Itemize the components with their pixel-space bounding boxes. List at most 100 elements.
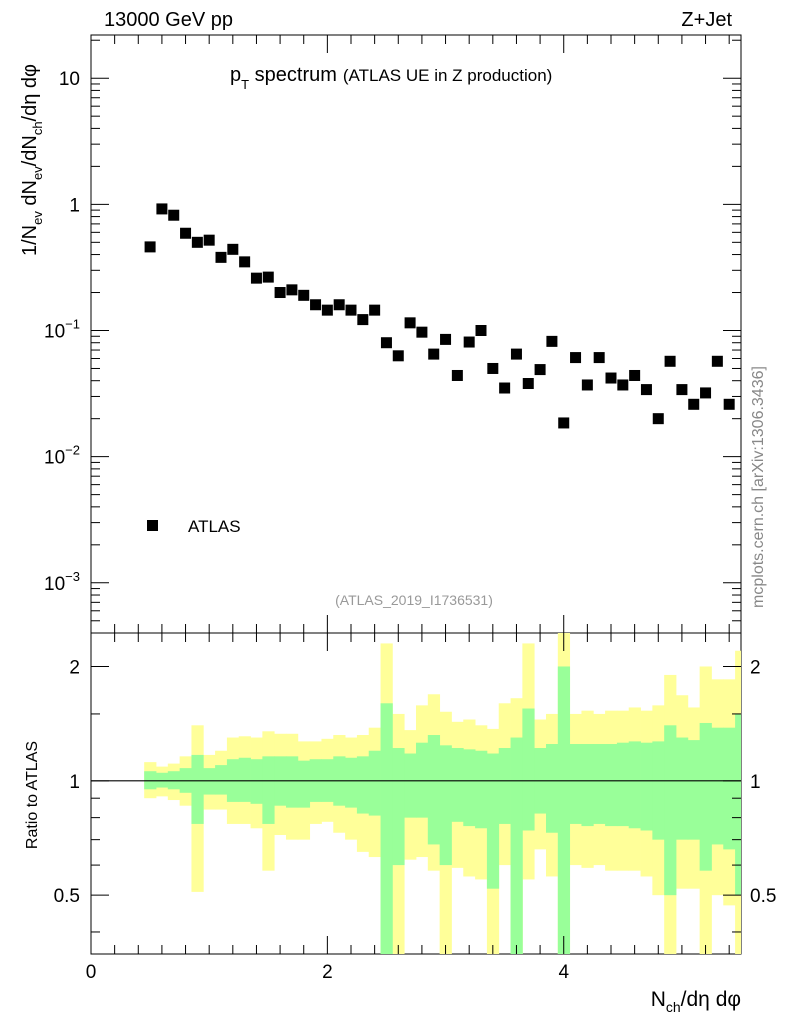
data-point (321, 304, 333, 316)
ratio-band-inner (664, 725, 677, 896)
data-point (310, 299, 322, 311)
data-point (156, 203, 168, 215)
data-point (274, 287, 286, 299)
process-label: Z+Jet (681, 9, 732, 31)
ratio-band-inner (687, 740, 701, 840)
ratio-band-inner (191, 754, 204, 824)
ratio-band-inner (593, 744, 606, 824)
ratio-band-inner (404, 753, 417, 818)
ratio-band-inner (510, 737, 523, 954)
data-point (570, 352, 582, 364)
data-point (191, 236, 203, 248)
data-point (487, 362, 499, 374)
y-main-axis-label: 1/Nev dNev/dNch/dη dφ (19, 64, 45, 256)
ratio-band-inner (711, 727, 724, 845)
data-point (463, 336, 475, 348)
ratio-band-inner (156, 772, 169, 788)
ratio-band-inner (345, 757, 358, 808)
ratio-band-inner (581, 744, 594, 827)
y-ratio-axis-label: Ratio to ATLAS (24, 741, 41, 849)
ratio-tick-label-left-0.5: 0.5 (54, 886, 80, 907)
x-tick-labels: 0 2 4 (86, 962, 570, 983)
ratio-band-inner (215, 765, 228, 795)
main-y-tick-labels: 10−3 10−2 10−1 1 10 (44, 69, 80, 595)
ratio-band-inner (262, 756, 275, 824)
data-point (215, 251, 227, 263)
data-point (168, 209, 180, 221)
y-tick-exp: −3 (65, 569, 80, 584)
ratio-band-inner (640, 742, 653, 831)
data-point (475, 325, 487, 336)
ratio-band-inner (569, 744, 582, 824)
title-note: (ATLAS UE in Z production) (343, 66, 552, 85)
y-tick-exp: −2 (65, 443, 80, 458)
data-point (239, 256, 251, 268)
ratio-band-inner (286, 756, 299, 808)
data-point (298, 289, 310, 301)
y-tick-base: 10 (44, 321, 65, 342)
ratio-tick-label-right-0.5: 0.5 (750, 886, 776, 907)
x-tick-label-0: 0 (86, 962, 97, 983)
data-point (180, 227, 192, 239)
y-tick-label-1: 1 (69, 195, 80, 216)
data-point (440, 333, 452, 345)
ratio-band-inner (486, 753, 500, 889)
ratio-band-inner (699, 722, 712, 871)
ratio-tick-label-left-2: 2 (69, 657, 80, 678)
title-main: p (230, 64, 241, 86)
data-point (534, 364, 546, 376)
y-tick-label-1e-2: 10−2 (44, 443, 80, 469)
ratio-band-inner (652, 741, 665, 840)
y-tick-label-1e-1: 10−1 (44, 316, 80, 342)
ratio-band-inner (475, 750, 488, 829)
data-point (629, 369, 641, 381)
ratio-band-inner (498, 748, 511, 824)
ratio-band-inner (557, 666, 571, 954)
ratio-band-inner (250, 759, 263, 804)
legend: ATLAS (147, 517, 241, 536)
ratio-band-inner (427, 735, 441, 845)
side-credit: mcplots.cern.ch [arXiv:1306.3436] (750, 366, 767, 608)
data-point (510, 348, 522, 360)
y-tick-exp: −1 (65, 316, 80, 331)
title-rest: spectrum (249, 64, 337, 86)
atlas-data-points (144, 203, 735, 429)
x-tick-label-4: 4 (558, 962, 569, 983)
data-point (227, 243, 239, 255)
ratio-y-tick-labels: 0.5 1 2 0.5 1 2 (54, 657, 777, 907)
data-point (416, 326, 428, 338)
ratio-band-inner (616, 742, 630, 827)
data-point (640, 384, 652, 396)
data-point (345, 304, 357, 316)
data-point (333, 299, 345, 311)
x-axis-label: Nch/dη dφ (651, 988, 741, 1015)
data-point (404, 317, 416, 329)
legend-marker (147, 520, 158, 531)
ratio-band-inner (628, 741, 641, 829)
data-point (617, 379, 629, 391)
ratio-uncertainty-bands (144, 633, 741, 954)
x-tick-label-2: 2 (322, 962, 333, 983)
data-point (711, 355, 723, 367)
data-point (522, 378, 534, 390)
data-point (250, 272, 262, 284)
title-subscript: T (241, 77, 249, 92)
ratio-band-inner (522, 708, 535, 831)
data-point (499, 382, 511, 394)
data-point (428, 348, 440, 360)
ratio-band-inner (416, 742, 429, 818)
data-point (451, 369, 463, 381)
energy-label: 13000 GeV pp (104, 9, 233, 31)
data-point (664, 355, 676, 367)
data-point (652, 413, 664, 425)
data-point (723, 398, 735, 410)
y-tick-base: 10 (44, 574, 65, 595)
data-point (286, 284, 298, 296)
data-point (558, 417, 570, 429)
data-point (546, 335, 558, 347)
data-point (688, 398, 700, 410)
ratio-band-inner (451, 748, 464, 822)
ratio-band-inner (392, 748, 405, 866)
data-point (700, 387, 712, 399)
